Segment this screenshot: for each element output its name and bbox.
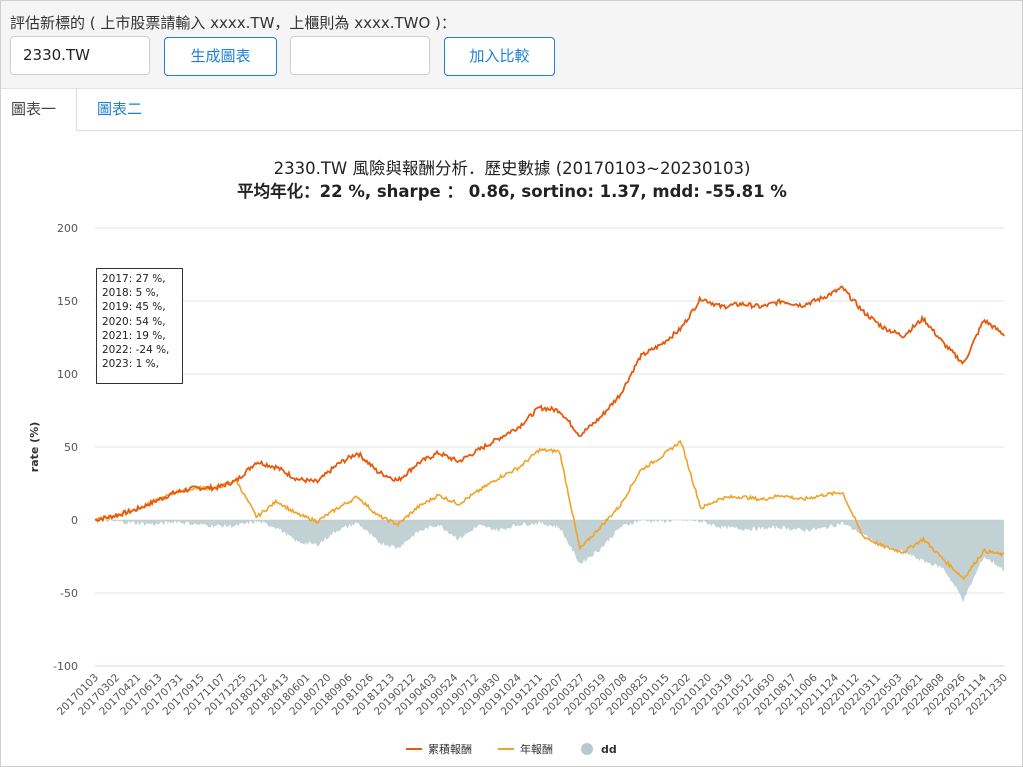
- legend-label: 年報酬: [520, 742, 553, 756]
- tab-chart-2[interactable]: 圖表二: [97, 100, 143, 118]
- tooltip-line: 2017: 27 %,: [102, 273, 166, 285]
- legend-label: dd: [601, 743, 617, 756]
- tooltip-line: 2023: 1 %,: [102, 358, 159, 371]
- y-tick-label: 0: [71, 514, 78, 527]
- y-tick-label: -100: [53, 660, 78, 673]
- legend-swatch: [581, 743, 593, 755]
- y-tick-label: 50: [64, 441, 78, 454]
- series-annual-line: [95, 440, 1005, 581]
- tooltip-line: 2021: 19 %,: [102, 329, 166, 342]
- generate-chart-button[interactable]: 生成圖表: [164, 37, 277, 76]
- y-tick-label: 100: [57, 368, 78, 381]
- chart-tabs: 圖表一 圖表二: [1, 89, 1022, 131]
- series-cumulative-line: [94, 285, 1005, 523]
- input-prompt: 評估新標的 ( 上市股票請輸入 xxxx.TW，上櫃則為 xxxx.TWO )：: [10, 14, 456, 32]
- tooltip-line: 2018: 5 %,: [102, 287, 159, 300]
- y-tick-label: -50: [60, 587, 78, 600]
- ticker-input[interactable]: 2330.TW: [10, 36, 150, 75]
- compare-input[interactable]: [290, 36, 430, 75]
- add-compare-button[interactable]: 加入比較: [444, 37, 555, 76]
- y-tick-label: 200: [57, 222, 78, 235]
- chart-subtitle: 平均年化：22 %, sharpe ： 0.86, sortino: 1.37,…: [237, 181, 787, 201]
- tab-chart-1[interactable]: 圖表一: [1, 89, 77, 131]
- risk-return-chart: 2330.TW 風險與報酬分析．歷史數據 (20170103~20230103)…: [28, 159, 1010, 756]
- y-tick-label: 150: [57, 295, 78, 308]
- y-axis-label: rate (%): [28, 422, 41, 472]
- tooltip-line: 2019: 45 %,: [102, 301, 166, 314]
- tooltip-line: 2020: 54 %,: [102, 315, 166, 328]
- annual-return-tooltip: 2017: 27 %, 2018: 5 %, 2019: 45 %, 2020:…: [96, 268, 183, 384]
- tooltip-line: 2022: -24 %,: [102, 344, 170, 357]
- chart-title: 2330.TW 風險與報酬分析．歷史數據 (20170103~20230103): [274, 159, 751, 178]
- legend-label: 累積報酬: [428, 742, 472, 756]
- input-toolbar: 評估新標的 ( 上市股票請輸入 xxxx.TW，上櫃則為 xxxx.TWO )：…: [1, 1, 1022, 89]
- series-dd-area: [95, 520, 1004, 602]
